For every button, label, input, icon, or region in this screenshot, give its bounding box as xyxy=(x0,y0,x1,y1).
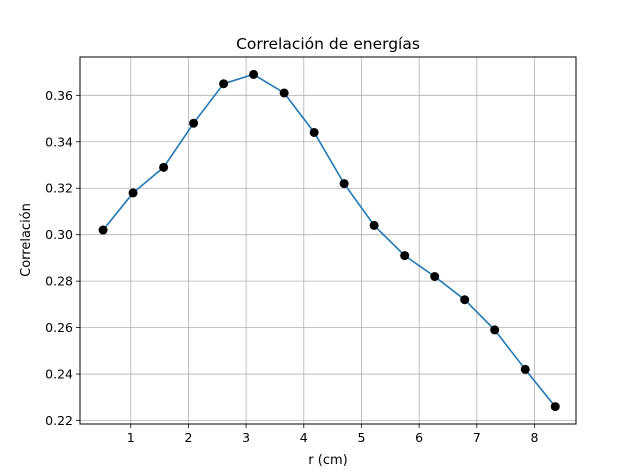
data-point xyxy=(189,118,199,128)
x-axis-ticks: 1 2 3 4 5 6 7 8 xyxy=(127,424,538,445)
y-axis-ticks: 0.22 0.24 0.26 0.28 0.30 0.32 0.34 0.36 xyxy=(45,88,80,428)
data-point xyxy=(460,295,470,305)
data-point xyxy=(159,162,169,172)
series-line xyxy=(102,73,556,408)
data-point xyxy=(249,69,259,79)
y-tick-label: 0.34 xyxy=(45,134,73,149)
x-tick-label: 1 xyxy=(127,430,135,445)
x-tick-label: 4 xyxy=(300,430,308,445)
y-axis-label: Correlación xyxy=(19,203,34,277)
data-point xyxy=(128,188,138,198)
x-tick-label: 5 xyxy=(357,430,365,445)
y-tick-label: 0.32 xyxy=(45,181,73,196)
x-tick-label: 8 xyxy=(530,430,538,445)
data-point xyxy=(369,220,379,230)
y-tick-label: 0.24 xyxy=(45,367,73,382)
data-point xyxy=(219,79,229,89)
x-tick-label: 2 xyxy=(184,430,192,445)
data-point xyxy=(279,88,289,98)
y-tick-label: 0.22 xyxy=(45,413,73,428)
data-point xyxy=(400,251,410,261)
y-tick-label: 0.36 xyxy=(45,88,73,103)
x-tick-label: 3 xyxy=(242,430,250,445)
data-point xyxy=(309,127,319,137)
grid-lines xyxy=(80,57,576,424)
series-markers xyxy=(98,69,560,412)
data-point xyxy=(339,179,349,189)
x-tick-label: 7 xyxy=(473,430,481,445)
data-point xyxy=(430,272,440,282)
data-point xyxy=(98,225,108,235)
y-tick-label: 0.28 xyxy=(45,274,73,289)
chart-title: Correlación de energías xyxy=(236,35,420,53)
y-tick-label: 0.26 xyxy=(45,320,73,335)
data-point xyxy=(550,402,560,412)
data-point xyxy=(520,364,530,374)
data-point xyxy=(490,325,500,335)
plot-area-frame xyxy=(79,56,577,425)
x-tick-label: 6 xyxy=(415,430,423,445)
y-tick-label: 0.30 xyxy=(45,227,73,242)
x-axis-label: r (cm) xyxy=(308,453,347,468)
